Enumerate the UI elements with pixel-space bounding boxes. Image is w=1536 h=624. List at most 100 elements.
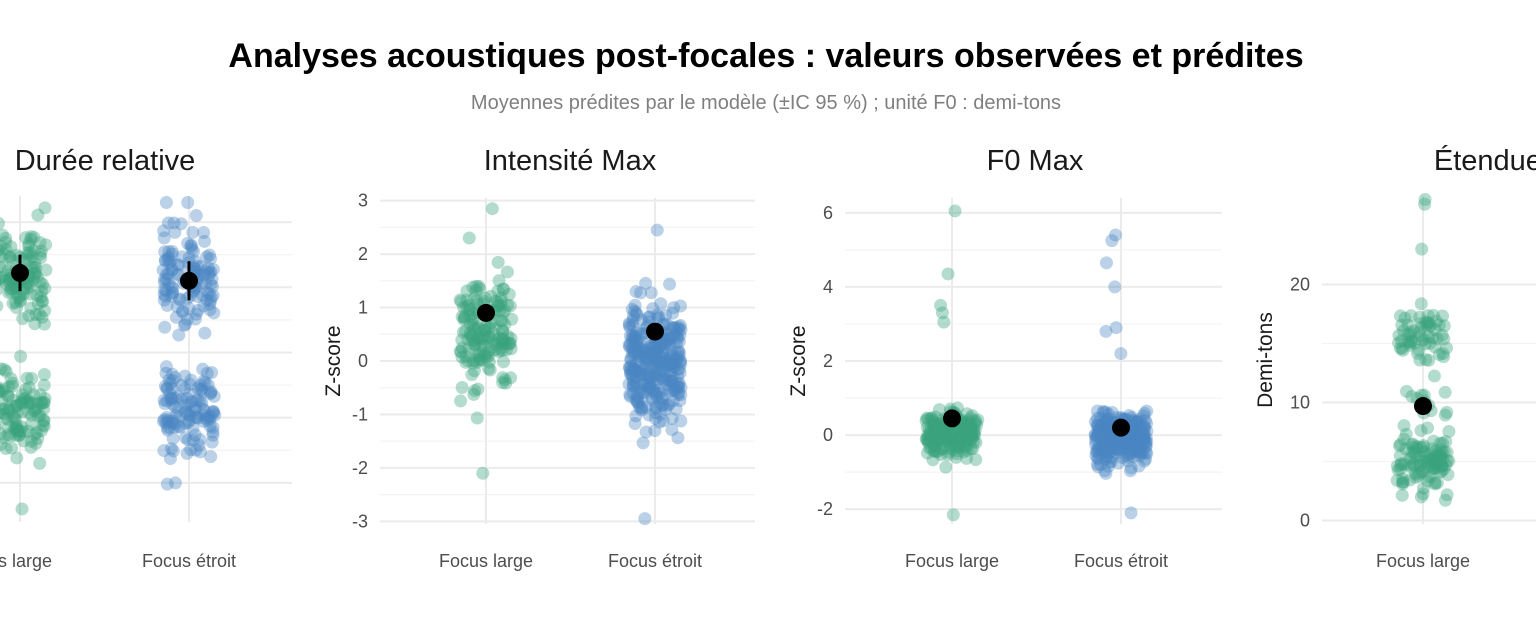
data-point bbox=[1414, 297, 1428, 311]
data-point bbox=[31, 208, 45, 222]
data-point bbox=[1124, 434, 1138, 448]
data-point bbox=[1428, 323, 1442, 337]
data-point bbox=[493, 304, 507, 318]
data-point bbox=[2, 404, 16, 418]
data-point bbox=[629, 285, 643, 299]
data-point bbox=[165, 263, 179, 277]
data-point bbox=[968, 424, 982, 438]
data-point bbox=[634, 345, 648, 359]
data-point bbox=[671, 431, 685, 445]
data-point bbox=[467, 354, 481, 368]
data-point bbox=[196, 408, 210, 422]
data-point bbox=[184, 409, 198, 423]
data-point bbox=[1405, 450, 1419, 464]
data-point bbox=[465, 368, 479, 382]
data-point bbox=[1090, 411, 1104, 425]
data-point bbox=[0, 228, 9, 242]
data-point bbox=[653, 355, 667, 369]
data-point bbox=[2, 401, 16, 415]
data-point bbox=[663, 350, 677, 364]
data-point bbox=[159, 366, 173, 380]
data-point bbox=[1099, 453, 1113, 467]
data-point bbox=[206, 428, 220, 442]
data-point bbox=[962, 414, 976, 428]
data-point bbox=[466, 280, 480, 294]
data-point bbox=[1129, 422, 1143, 436]
data-point bbox=[495, 343, 509, 357]
data-point bbox=[927, 439, 941, 453]
data-point bbox=[1133, 412, 1147, 426]
data-point bbox=[644, 339, 658, 353]
data-point bbox=[953, 423, 967, 437]
data-point bbox=[629, 376, 643, 390]
data-point bbox=[462, 303, 476, 317]
data-point bbox=[9, 420, 23, 434]
data-point bbox=[37, 419, 51, 433]
data-point bbox=[0, 402, 11, 416]
data-point bbox=[1128, 434, 1142, 448]
data-point bbox=[202, 266, 216, 280]
data-point bbox=[501, 337, 515, 351]
data-point bbox=[157, 287, 171, 301]
data-point bbox=[204, 385, 218, 399]
data-point bbox=[33, 275, 47, 289]
data-point bbox=[498, 373, 512, 387]
data-point bbox=[919, 432, 933, 446]
data-point bbox=[159, 196, 173, 210]
data-point bbox=[627, 362, 641, 376]
data-point bbox=[1393, 462, 1407, 476]
data-point bbox=[951, 424, 965, 438]
data-point bbox=[203, 412, 217, 426]
data-point bbox=[195, 396, 209, 410]
data-point bbox=[937, 432, 951, 446]
outlier-point bbox=[638, 512, 652, 526]
data-point bbox=[166, 286, 180, 300]
data-point bbox=[927, 443, 941, 457]
data-point bbox=[1103, 437, 1117, 451]
data-point bbox=[666, 384, 680, 398]
data-point bbox=[1121, 448, 1135, 462]
data-point bbox=[960, 432, 974, 446]
data-point bbox=[182, 414, 196, 428]
data-point bbox=[1424, 470, 1438, 484]
data-point bbox=[503, 337, 517, 351]
data-point bbox=[1128, 416, 1142, 430]
data-point bbox=[630, 347, 644, 361]
data-point bbox=[648, 338, 662, 352]
data-point bbox=[649, 401, 663, 415]
y-tick-label: 0 bbox=[823, 425, 833, 445]
data-point bbox=[643, 347, 657, 361]
data-point bbox=[1435, 464, 1449, 478]
data-point bbox=[661, 378, 675, 392]
data-point bbox=[193, 432, 207, 446]
data-point bbox=[626, 366, 640, 380]
data-point bbox=[623, 340, 637, 354]
data-point bbox=[34, 290, 48, 304]
data-point bbox=[502, 287, 516, 301]
data-point bbox=[494, 298, 508, 312]
data-point bbox=[966, 442, 980, 456]
data-point bbox=[16, 392, 30, 406]
data-point bbox=[178, 381, 192, 395]
data-point bbox=[191, 259, 205, 273]
data-point bbox=[667, 360, 681, 374]
data-point bbox=[1095, 440, 1109, 454]
data-point bbox=[165, 289, 179, 303]
data-point bbox=[202, 287, 216, 301]
data-point bbox=[455, 310, 469, 324]
data-point bbox=[459, 300, 473, 314]
data-point bbox=[672, 376, 686, 390]
data-point bbox=[1094, 418, 1108, 432]
data-point bbox=[668, 352, 682, 366]
data-point bbox=[969, 435, 983, 449]
data-point bbox=[1441, 468, 1455, 482]
data-point bbox=[656, 414, 670, 428]
data-point bbox=[482, 349, 496, 363]
data-point bbox=[1089, 444, 1103, 458]
data-point bbox=[1124, 433, 1138, 447]
data-point bbox=[1101, 412, 1115, 426]
data-point bbox=[622, 377, 636, 391]
data-point bbox=[199, 264, 213, 278]
data-point bbox=[673, 299, 687, 313]
data-point bbox=[10, 424, 24, 438]
